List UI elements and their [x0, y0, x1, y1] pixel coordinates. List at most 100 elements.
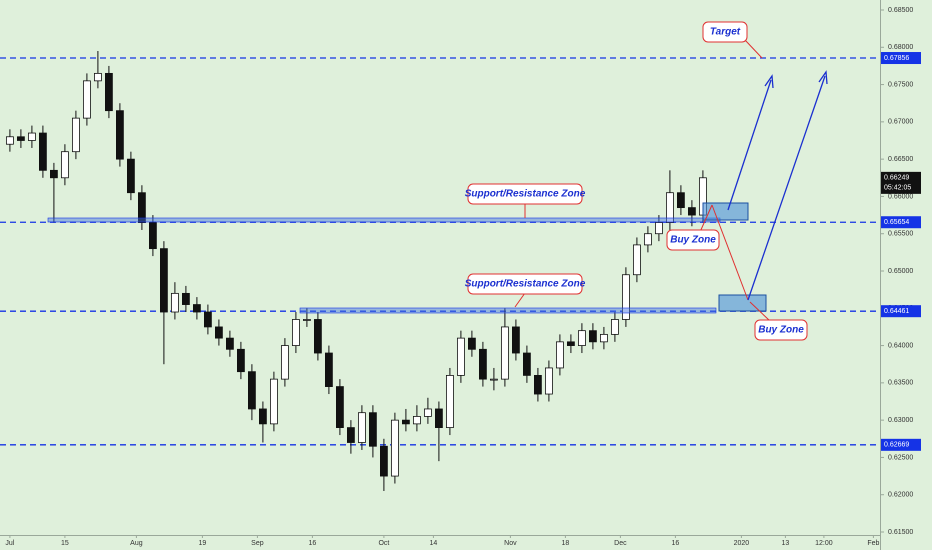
candle-body — [688, 207, 696, 216]
x-tick-label: Dec — [614, 540, 627, 547]
candle-body — [137, 192, 146, 223]
current-price-box — [881, 171, 921, 194]
candle-body — [192, 304, 201, 313]
candle-body — [534, 374, 542, 395]
candle-body — [39, 132, 47, 171]
candle-body — [258, 408, 267, 425]
candle-body — [27, 132, 36, 141]
candle-body — [83, 80, 91, 119]
arrow-head — [818, 70, 828, 85]
candle-body — [324, 352, 333, 387]
y-tick-label: 0.65500 — [888, 231, 913, 238]
candle-body — [567, 341, 575, 346]
candle-body — [390, 419, 399, 477]
candle-body — [434, 408, 443, 429]
candle-body — [512, 326, 520, 354]
y-tick-label: 0.63000 — [888, 417, 913, 424]
candle-body — [677, 192, 685, 209]
x-tick-label: Nov — [504, 540, 517, 547]
drawings: Target Support/Resistance Zone Support/R… — [47, 21, 828, 341]
annotation: Buy Zone — [758, 325, 804, 336]
candle-body — [148, 222, 157, 250]
candle-body — [478, 348, 487, 380]
level-label-box — [881, 438, 921, 451]
x-tick-label: 16 — [672, 540, 680, 547]
candle-body — [589, 330, 597, 343]
y-tick-label: 0.62000 — [888, 492, 913, 499]
callout-box — [702, 21, 748, 43]
candle-body — [379, 445, 388, 477]
candle-body — [313, 319, 322, 354]
arrow-head — [764, 74, 774, 89]
level-label: 0.67856 — [884, 55, 909, 62]
candle-body — [280, 345, 289, 380]
callout-box — [467, 183, 583, 205]
candle-body — [302, 319, 311, 321]
candle-body — [203, 311, 212, 328]
candle-body — [489, 378, 498, 381]
level-label: 0.64461 — [884, 308, 909, 315]
y-tick-label: 0.67500 — [888, 81, 913, 88]
candle-body — [291, 319, 300, 346]
callout-pointer — [749, 301, 771, 322]
x-tick-label: Aug — [130, 540, 143, 547]
target-arrow — [747, 75, 826, 301]
callout-pointer — [514, 292, 526, 308]
x-tick-label: 14 — [430, 540, 438, 547]
level-label-box — [881, 216, 921, 229]
candle-body — [456, 337, 465, 376]
y-tick-label: 0.66500 — [888, 156, 913, 163]
candle-body — [50, 169, 58, 179]
countdown: 05:42:05 — [884, 185, 911, 192]
candle-body — [578, 330, 586, 346]
y-tick-label: 0.63500 — [888, 380, 913, 387]
candle-body — [401, 419, 410, 425]
candle-body — [346, 427, 355, 443]
x-tick-label: 15 — [61, 540, 69, 547]
x-tick-label: 16 — [309, 540, 317, 547]
callout-box — [467, 273, 583, 295]
candle-body — [412, 416, 421, 425]
candle-body — [116, 110, 124, 160]
buy-zone-box — [702, 202, 749, 221]
y-tick-label: 0.61500 — [888, 529, 913, 536]
candle-body — [127, 158, 135, 194]
candle-body — [357, 412, 366, 443]
candle-body — [611, 319, 619, 335]
callout-box — [754, 319, 808, 341]
annotation: Buy Zone — [670, 235, 716, 246]
candle-body — [467, 337, 476, 350]
candle-body — [72, 117, 80, 153]
candle-body — [94, 72, 102, 82]
candle-body — [214, 326, 223, 339]
candle-body — [556, 341, 564, 369]
level-label: 0.65654 — [884, 219, 909, 226]
candle-body — [170, 292, 179, 313]
level-label: 0.62669 — [884, 442, 909, 449]
y-tick-label: 0.65000 — [888, 268, 913, 275]
x-tick-label: Feb — [867, 540, 879, 547]
candle-body — [236, 348, 245, 373]
x-tick-label: 18 — [562, 540, 570, 547]
candle-body — [6, 136, 14, 145]
path-arrow — [711, 204, 749, 301]
current-price: 0.66249 — [884, 175, 909, 182]
target-arrow — [727, 79, 772, 211]
y-tick-label: 0.66000 — [888, 193, 913, 200]
x-tick-label: Sep — [251, 540, 264, 547]
level-label-box — [881, 52, 921, 65]
candle-body — [500, 326, 509, 380]
x-tick-label: 19 — [199, 540, 207, 547]
candle-body — [269, 378, 278, 425]
candle-body — [225, 337, 234, 350]
candle-body — [666, 192, 674, 223]
candle-body — [600, 333, 608, 343]
candle-body — [633, 244, 641, 276]
x-tick-label: 12:00 — [815, 540, 833, 547]
candle-body — [335, 386, 344, 429]
x-tick-label: Oct — [378, 540, 389, 547]
candle-body — [445, 374, 454, 428]
candle-body — [368, 412, 377, 447]
